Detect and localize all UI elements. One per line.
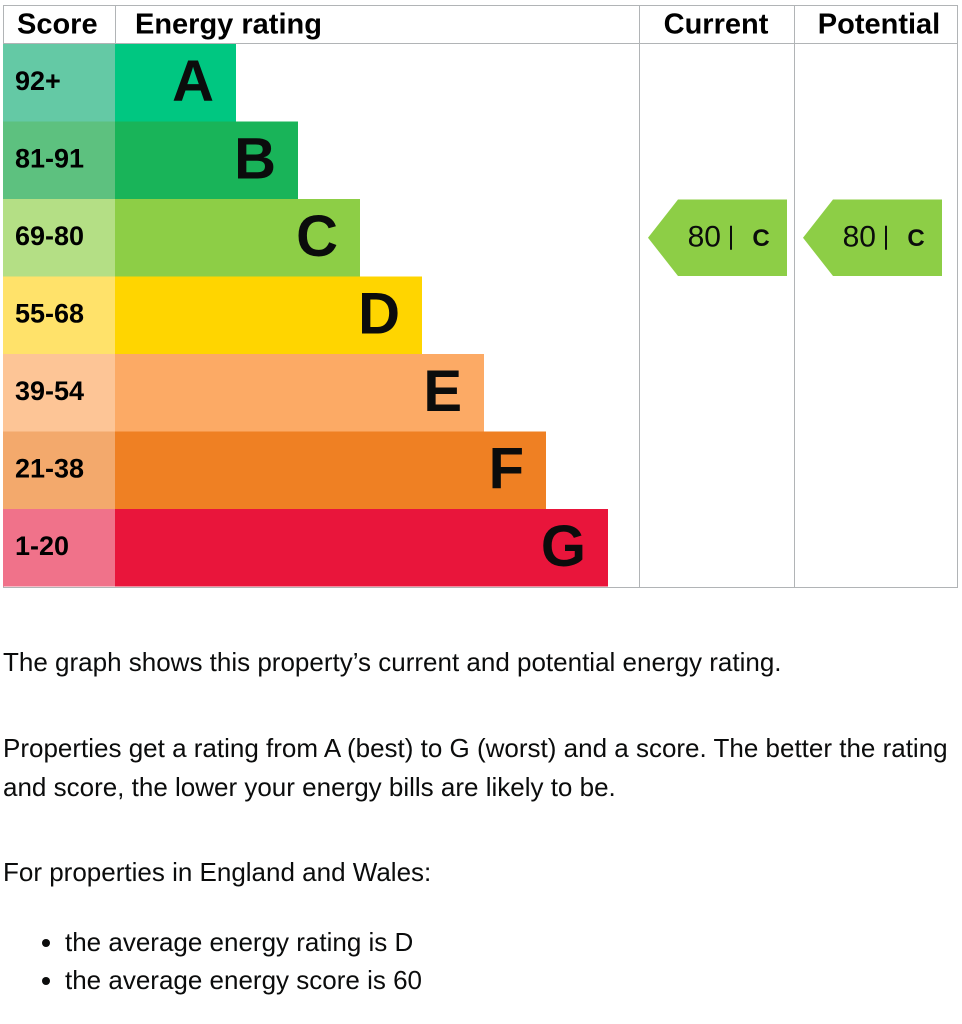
rating-letter: D bbox=[358, 282, 400, 347]
energy-graph: Score Energy rating Current Potential 92… bbox=[3, 5, 958, 588]
paragraph: Properties get a rating from A (best) to… bbox=[3, 729, 962, 807]
score-range: 55-68 bbox=[15, 298, 84, 328]
potential-arrow bbox=[803, 199, 942, 276]
list-item: the average energy score is 60 bbox=[65, 961, 422, 999]
score-range: 1-20 bbox=[15, 531, 69, 561]
rating-bar bbox=[115, 509, 608, 587]
paragraph-text: For properties in England and Wales: bbox=[3, 857, 432, 887]
rating-letter: G bbox=[541, 514, 586, 579]
paragraph: For properties in England and Wales: bbox=[3, 853, 962, 892]
paragraph-text: Properties get a rating from A (best) to… bbox=[3, 733, 948, 802]
rating-letter: A bbox=[172, 49, 214, 114]
rating-bar bbox=[115, 121, 298, 199]
header: Score bbox=[17, 9, 98, 41]
score-cell bbox=[3, 431, 115, 509]
score-range: 92+ bbox=[15, 66, 61, 96]
rating-bar bbox=[115, 199, 360, 277]
score-cell bbox=[3, 121, 115, 199]
score-cell bbox=[3, 354, 115, 432]
potential-score: 80 bbox=[843, 221, 876, 254]
paragraph: The graph shows this property’s current … bbox=[3, 643, 962, 682]
list: the average energy rating is D the avera… bbox=[3, 923, 422, 999]
rating-bar bbox=[115, 44, 236, 122]
rating-letter: F bbox=[489, 437, 524, 502]
rating-letter: B bbox=[234, 127, 276, 192]
header: Current bbox=[664, 9, 769, 41]
score-range: 81-91 bbox=[15, 143, 84, 173]
score-range: 21-38 bbox=[15, 453, 84, 483]
current-rating: C bbox=[752, 225, 769, 252]
paragraph-text: The graph shows this property’s current … bbox=[3, 647, 782, 677]
header: Energy rating bbox=[135, 9, 322, 41]
score-range: 69-80 bbox=[15, 221, 84, 251]
current-arrow bbox=[648, 199, 787, 276]
rating-bar bbox=[115, 276, 422, 354]
potential-rating: C bbox=[907, 225, 924, 252]
rating-bar bbox=[115, 354, 484, 432]
header: Potential bbox=[818, 9, 940, 41]
rating-letter: E bbox=[423, 359, 462, 424]
rating-bar bbox=[115, 431, 546, 509]
score-cell bbox=[3, 509, 115, 587]
current-score: 80 bbox=[688, 221, 721, 254]
score-cell bbox=[3, 44, 115, 122]
score-cell bbox=[3, 276, 115, 354]
score-cell bbox=[3, 199, 115, 277]
score-range: 39-54 bbox=[15, 376, 84, 406]
list-item: the average energy rating is D bbox=[65, 923, 422, 961]
rating-letter: C bbox=[296, 204, 338, 269]
